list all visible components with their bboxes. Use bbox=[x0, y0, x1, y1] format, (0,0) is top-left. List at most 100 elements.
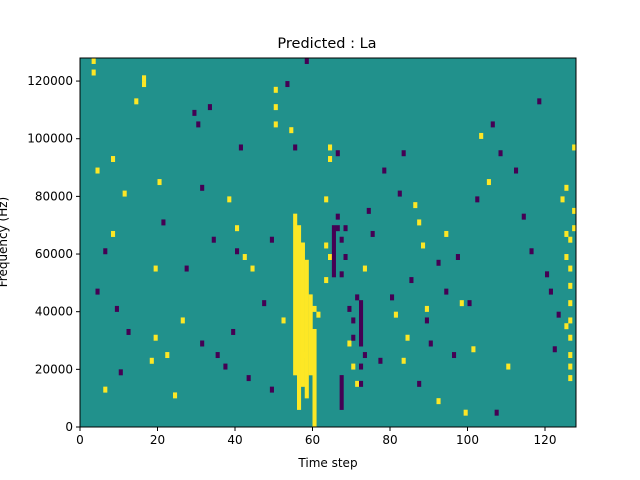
heatmap-cell-low bbox=[382, 167, 387, 174]
heatmap-cell-low bbox=[192, 109, 197, 116]
heatmap-cell-low bbox=[95, 288, 100, 295]
y-tick-label: 120000 bbox=[27, 74, 73, 88]
heatmap-cell-high bbox=[444, 230, 449, 237]
heatmap-cell-high bbox=[122, 190, 127, 197]
heatmap-cell-high bbox=[142, 75, 147, 82]
plot-frame bbox=[79, 57, 577, 428]
heatmap-cell-low bbox=[304, 58, 309, 64]
heatmap-cell-low bbox=[339, 271, 344, 278]
heatmap-cell-high bbox=[568, 282, 573, 289]
heatmap-cell-low bbox=[455, 254, 460, 260]
heatmap-cell-high bbox=[568, 236, 573, 243]
heatmap-cell-low bbox=[285, 81, 290, 88]
heatmap-cell-high bbox=[560, 196, 565, 203]
heatmap-cell-high bbox=[227, 196, 232, 203]
heatmap-cell-low bbox=[537, 98, 542, 105]
heatmap-cell-high bbox=[273, 121, 278, 128]
heatmap-cell-high bbox=[157, 179, 162, 186]
heatmap-cell-low bbox=[428, 340, 433, 347]
heatmap-cell-low bbox=[335, 150, 340, 157]
heatmap-cell-low bbox=[161, 219, 166, 226]
heatmap-cell-low bbox=[494, 409, 499, 416]
heatmap-cell-low bbox=[366, 207, 371, 214]
heatmap-cell-low bbox=[355, 294, 360, 301]
heatmap-cell-low bbox=[126, 328, 131, 335]
heatmap-cell-high bbox=[312, 305, 317, 312]
heatmap-cell-high bbox=[142, 81, 147, 88]
heatmap-run-low bbox=[339, 375, 344, 410]
heatmap-cell-high bbox=[328, 254, 333, 260]
heatmap-cell-high bbox=[180, 317, 185, 324]
heatmap-cell-low bbox=[114, 305, 119, 312]
heatmap-cell-high bbox=[316, 311, 321, 318]
heatmap-cell-low bbox=[409, 277, 414, 284]
heatmap-cell-high bbox=[328, 156, 333, 162]
heatmap-cell-high bbox=[324, 242, 329, 249]
heatmap-cell-high bbox=[324, 196, 329, 203]
x-axis-ticks: 0 20 40 60 80 100 120 bbox=[76, 427, 556, 447]
heatmap-cell-high bbox=[149, 357, 154, 364]
heatmap-cell-high bbox=[564, 230, 569, 237]
x-tick-label: 60 bbox=[305, 433, 320, 447]
heatmap-cell-high bbox=[471, 346, 476, 353]
heatmap-cell-high bbox=[250, 265, 255, 272]
heatmap-cell-high bbox=[111, 156, 116, 162]
heatmap-cell-high bbox=[134, 98, 139, 105]
heatmap-cell-high bbox=[355, 380, 360, 387]
heatmap-cell-high bbox=[424, 305, 429, 312]
heatmap-run-high bbox=[308, 294, 313, 376]
heatmap-cell-high bbox=[417, 219, 422, 226]
x-tick-label: 20 bbox=[150, 433, 165, 447]
heatmap-cell-high bbox=[479, 132, 484, 139]
chart-title: Predicted : La bbox=[277, 36, 376, 52]
heatmap-cell-low bbox=[335, 225, 340, 232]
heatmap-cell-high bbox=[459, 300, 464, 307]
heatmap-cell-high bbox=[564, 254, 569, 260]
heatmap-cell-high bbox=[165, 352, 170, 359]
heatmap-cell-high bbox=[347, 340, 352, 347]
y-tick-label: 80000 bbox=[35, 189, 73, 203]
heatmap-cell-low bbox=[521, 213, 526, 220]
heatmap-cell-low bbox=[436, 259, 441, 266]
y-tick-label: 0 bbox=[65, 420, 73, 434]
heatmap-cell-low bbox=[475, 196, 480, 203]
heatmap-cell-low bbox=[347, 305, 352, 312]
y-tick-label: 100000 bbox=[27, 132, 73, 146]
heatmap-cell-low bbox=[215, 352, 220, 359]
heatmap-run-high bbox=[297, 225, 302, 410]
heatmap-cell-low bbox=[397, 190, 402, 197]
heatmap-cell-high bbox=[568, 317, 573, 324]
heatmap-cell-low bbox=[200, 184, 205, 191]
x-tick-label: 120 bbox=[534, 433, 557, 447]
heatmap-cell-high bbox=[273, 104, 278, 111]
heatmap-run-low bbox=[359, 300, 364, 347]
heatmap-run-high bbox=[312, 328, 317, 428]
heatmap-cell-low bbox=[490, 121, 495, 128]
heatmap-cell-low bbox=[269, 386, 274, 393]
y-axis-ticks: 0 20000 40000 60000 80000 100000 120000 bbox=[27, 74, 80, 434]
heatmap-cell-high bbox=[413, 202, 418, 209]
heatmap-cell-high bbox=[572, 144, 577, 151]
heatmap-cell-low bbox=[269, 236, 274, 243]
heatmap-cell-high bbox=[103, 386, 108, 393]
heatmap-cell-low bbox=[552, 346, 557, 353]
heatmap-cell-high bbox=[568, 375, 573, 382]
heatmap-cell-low bbox=[231, 328, 236, 335]
x-tick-label: 80 bbox=[382, 433, 397, 447]
heatmap-cell-low bbox=[335, 213, 340, 220]
heatmap-cell-low bbox=[235, 248, 240, 255]
heatmap-cell-low bbox=[211, 236, 216, 243]
heatmap-cell-low bbox=[545, 271, 550, 278]
heatmap-cell-low bbox=[351, 334, 356, 341]
heatmap-run-high bbox=[300, 242, 305, 387]
heatmap-cell-low bbox=[556, 311, 561, 318]
heatmap-cell-high bbox=[328, 144, 333, 151]
heatmap-cell-low bbox=[200, 340, 205, 347]
heatmap-cell-high bbox=[173, 392, 178, 399]
heatmap-cell-high bbox=[273, 86, 278, 93]
heatmap-cell-high bbox=[506, 363, 511, 370]
heatmap-cell-high bbox=[95, 167, 100, 174]
heatmap-cell-low bbox=[343, 225, 348, 232]
heatmap-cell-low bbox=[246, 375, 251, 382]
